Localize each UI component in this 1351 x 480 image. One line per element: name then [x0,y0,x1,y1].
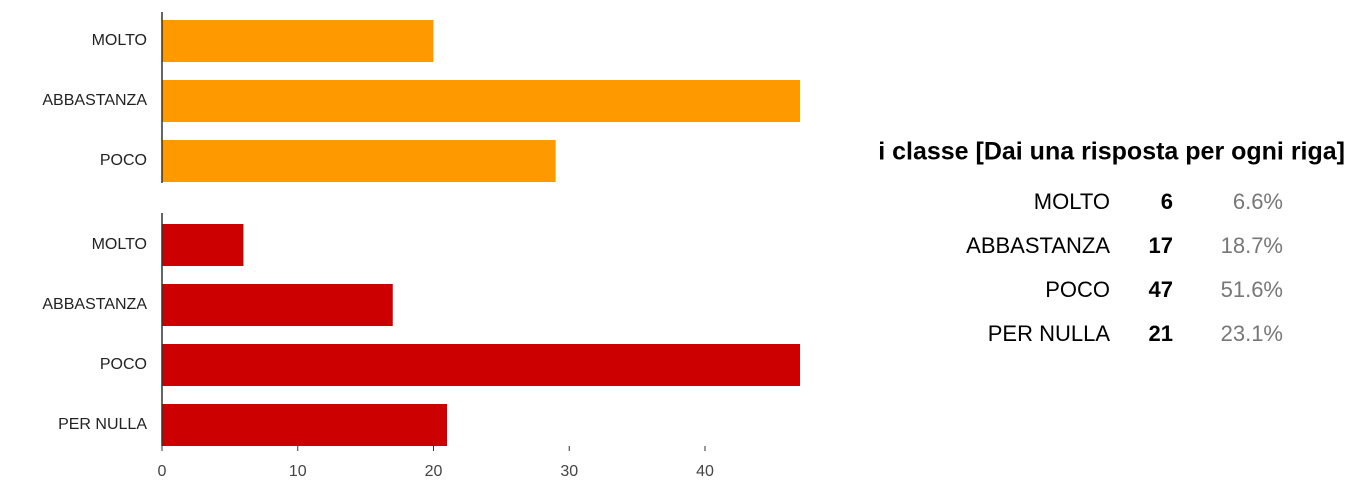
row-percent: 6.6% [1233,189,1283,214]
category-label: POCO [100,152,147,169]
category-label: ABBASTANZA [42,92,147,109]
bar [162,404,448,446]
x-tick-label: 10 [289,463,307,480]
category-label: POCO [100,356,147,373]
row-count: 21 [1149,321,1173,346]
row-label: PER NULLA [988,321,1111,346]
row-count: 17 [1149,233,1173,258]
category-label: MOLTO [92,32,147,49]
x-tick-label: 40 [696,463,714,480]
bar [162,80,800,122]
category-label: ABBASTANZA [42,296,147,313]
bar [162,20,434,62]
bar [162,140,556,182]
category-label: PER NULLA [58,416,147,433]
row-count: 6 [1161,189,1173,214]
row-label: MOLTO [1034,189,1110,214]
row-count: 47 [1149,277,1173,302]
category-label: MOLTO [92,236,147,253]
table-title: i classe [Dai una risposta per ogni riga… [878,138,1345,166]
bar [162,344,800,386]
row-label: POCO [1045,277,1110,302]
x-tick-label: 0 [158,463,167,480]
row-percent: 18.7% [1221,233,1283,258]
row-percent: 51.6% [1221,277,1283,302]
row-percent: 23.1% [1221,321,1283,346]
row-label: ABBASTANZA [966,233,1110,258]
bar [162,284,393,326]
x-tick-label: 30 [560,463,578,480]
bar [162,224,244,266]
x-tick-label: 20 [425,463,443,480]
